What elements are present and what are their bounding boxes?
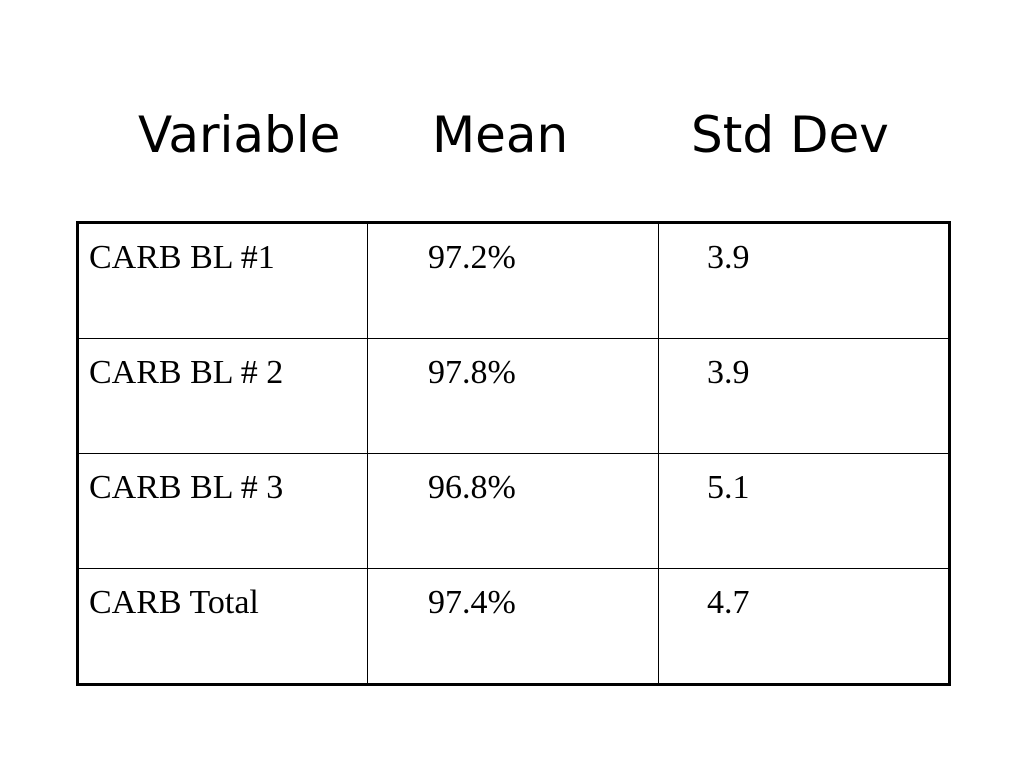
cell-variable: CARB BL # 3 <box>77 453 368 569</box>
cell-mean: 97.8% <box>367 338 659 454</box>
table-row: CARB Total 97.4% 4.7 <box>77 568 950 685</box>
title-std-dev: Std Dev <box>691 106 889 164</box>
slide-title: Variable Mean Std Dev <box>0 100 1024 170</box>
cell-mean: 97.2% <box>367 222 659 339</box>
title-variable: Variable <box>138 106 341 164</box>
table-row: CARB BL # 3 96.8% 5.1 <box>77 453 950 569</box>
cell-variable: CARB Total <box>77 568 368 685</box>
cell-std-dev: 3.9 <box>658 222 950 339</box>
table-row: CARB BL # 2 97.8% 3.9 <box>77 338 950 454</box>
cell-std-dev: 4.7 <box>658 568 950 685</box>
cell-std-dev: 3.9 <box>658 338 950 454</box>
title-mean: Mean <box>432 106 569 164</box>
cell-variable: CARB BL # 2 <box>77 338 368 454</box>
data-table: CARB BL #1 97.2% 3.9 CARB BL # 2 97.8% 3… <box>76 221 951 686</box>
cell-mean: 96.8% <box>367 453 659 569</box>
cell-mean: 97.4% <box>367 568 659 685</box>
cell-std-dev: 5.1 <box>658 453 950 569</box>
table-row: CARB BL #1 97.2% 3.9 <box>77 222 950 339</box>
cell-variable: CARB BL #1 <box>77 222 368 339</box>
